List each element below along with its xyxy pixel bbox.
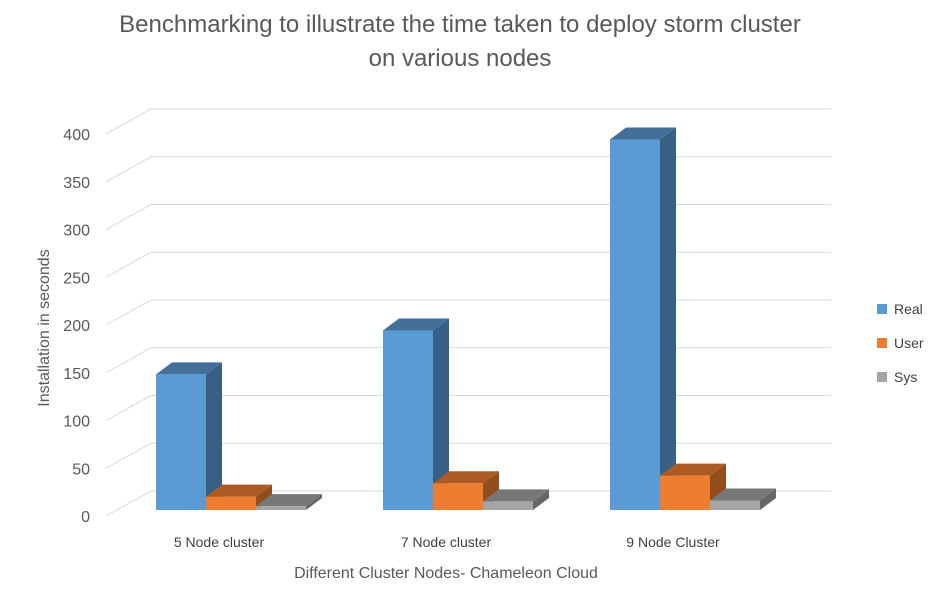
bar-real-1 — [156, 362, 222, 510]
y-tick-label: 50 — [72, 461, 90, 478]
bar-real-3 — [610, 127, 676, 511]
legend-label-real: Real — [894, 301, 923, 317]
bar-side — [660, 127, 676, 511]
gridline — [105, 299, 831, 326]
bar-side — [306, 494, 322, 510]
bar-front — [156, 374, 206, 510]
y-axis-title: Installation in seconds — [36, 249, 53, 406]
legend-label-user: User — [894, 335, 924, 351]
bar-top — [383, 318, 449, 331]
legend-label-sys: Sys — [894, 369, 917, 385]
y-tick-label: 150 — [63, 366, 90, 383]
bar-front — [256, 506, 306, 510]
bar-front — [710, 500, 760, 510]
bar-top — [483, 489, 549, 502]
x-axis-ticks: 5 Node cluster 7 Node cluster 9 Node Clust… — [174, 534, 720, 550]
bar-front — [206, 496, 256, 510]
bar-side — [433, 318, 449, 510]
bar-real-2 — [383, 318, 449, 510]
bar-front — [660, 475, 710, 510]
bar-sys-3 — [710, 488, 776, 510]
bar-front — [610, 139, 660, 510]
bars — [156, 127, 776, 511]
y-tick-label: 400 — [63, 127, 90, 144]
gridline — [105, 442, 831, 469]
x-axis-title: Different Cluster Nodes- Chameleon Cloud — [294, 565, 598, 582]
gridline — [105, 156, 831, 183]
bar-user-1 — [206, 484, 272, 510]
legend-swatch-user — [877, 338, 887, 348]
bar-top — [610, 127, 676, 140]
bar-top — [660, 463, 726, 476]
y-tick-label: 250 — [63, 270, 90, 287]
bar-top — [256, 494, 322, 507]
bar-side — [533, 489, 549, 510]
x-tick-label: 5 Node cluster — [174, 534, 265, 550]
bar-sys-2 — [483, 489, 549, 510]
bar-front — [383, 330, 433, 510]
y-axis-ticks: 0 50 100 150 200 250 300 350 400 — [63, 127, 90, 526]
gridline — [105, 251, 831, 278]
y-tick-label: 0 — [81, 509, 90, 526]
y-tick-label: 300 — [63, 223, 90, 240]
bar-front — [433, 483, 483, 510]
bar-top — [433, 471, 499, 484]
gridline — [105, 347, 831, 374]
bar-sys-1 — [256, 494, 322, 510]
legend: Real User Sys — [877, 301, 924, 385]
gridline — [105, 395, 831, 421]
legend-swatch-real — [877, 304, 887, 314]
bar-top — [156, 362, 222, 375]
bar-front — [483, 501, 533, 510]
legend-swatch-sys — [877, 372, 887, 382]
x-tick-label: 7 Node cluster — [401, 534, 492, 550]
y-tick-label: 350 — [63, 175, 90, 192]
gridlines — [105, 108, 831, 517]
chart-title-line-2: on various nodes — [368, 45, 552, 72]
gridline — [105, 490, 831, 517]
y-tick-label: 200 — [63, 318, 90, 335]
y-tick-label: 100 — [63, 414, 90, 431]
bar-top — [710, 488, 776, 501]
gridline — [105, 204, 831, 230]
gridline — [105, 108, 831, 135]
bar-side — [206, 362, 222, 510]
x-tick-label: 9 Node Cluster — [626, 534, 720, 550]
chart-title-line-1: Benchmarking to illustrate the time take… — [119, 11, 801, 38]
bar-side — [760, 488, 776, 510]
bar-top — [206, 484, 272, 497]
